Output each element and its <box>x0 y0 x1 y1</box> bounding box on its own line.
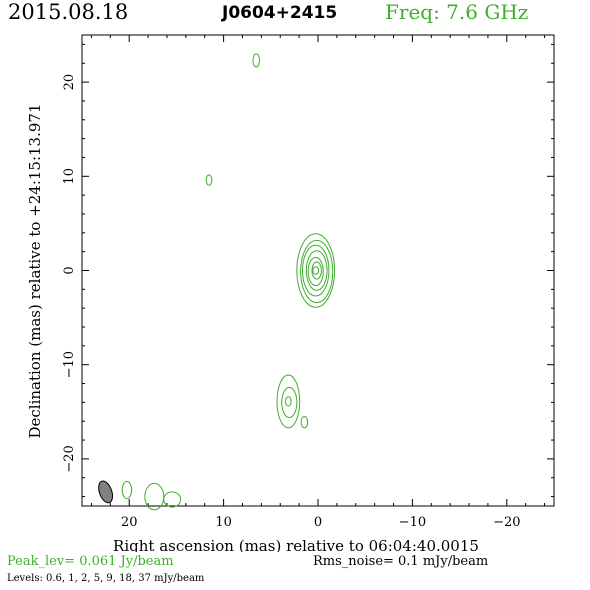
x-tick-label: −10 <box>399 515 426 530</box>
north-blob-2-contour <box>205 174 213 186</box>
south-knot-contour <box>281 386 298 419</box>
source-name: J0604+2415 <box>222 3 338 23</box>
y-axis-label: Declination (mas) relative to +24:15:13.… <box>26 103 44 438</box>
frequency-label: Freq: 7.6 GHz <box>385 0 529 24</box>
x-axis-label: Right ascension (mas) relative to 06:04:… <box>113 537 479 552</box>
axis-tick-labels: 20 10 0 −10 −20 −20 −10 0 10 20 <box>62 74 521 530</box>
north-blob-1-contour <box>252 53 261 68</box>
south-knot-contour <box>285 396 292 407</box>
core-contour <box>307 256 324 287</box>
core-contour <box>311 261 322 280</box>
peak-level: Peak_lev= 0.061 Jy/beam <box>7 554 174 569</box>
core-contour <box>300 239 334 304</box>
contour-map: 20 10 0 −10 −20 −20 −10 0 10 20 Right ascension (… <box>26 34 555 552</box>
y-tick-label: −20 <box>62 445 77 472</box>
beam-ellipse <box>98 480 114 504</box>
x-tick-label: 10 <box>215 515 232 530</box>
observation-date: 2015.08.18 <box>8 0 129 24</box>
y-tick-label: 0 <box>62 266 77 274</box>
y-tick-label: 20 <box>62 74 77 91</box>
y-tick-label: 10 <box>62 168 77 185</box>
x-tick-label: −20 <box>493 515 520 530</box>
contour-levels: Levels: 0.6, 1, 2, 5, 9, 18, 37 mJy/beam <box>7 573 205 584</box>
core-contour <box>305 250 328 291</box>
rms-noise: Rms_noise= 0.1 mJy/beam <box>313 554 489 569</box>
core-contour <box>301 244 330 297</box>
edge-blob-2-contour <box>144 482 165 511</box>
x-tick-label: 0 <box>314 515 322 530</box>
core-contour <box>296 233 336 308</box>
south-knot-contour <box>276 374 301 429</box>
south-blob-contour <box>300 416 309 429</box>
beam-shape <box>98 480 114 504</box>
x-tick-label: 20 <box>121 515 138 530</box>
edge-blob-3-contour <box>163 491 182 508</box>
y-tick-label: −10 <box>62 351 77 378</box>
contour-lines <box>121 53 336 511</box>
edge-blob-1-contour <box>121 481 133 499</box>
plot-frame <box>81 34 555 507</box>
axis-ticks <box>82 35 554 506</box>
core-contour <box>312 266 320 275</box>
